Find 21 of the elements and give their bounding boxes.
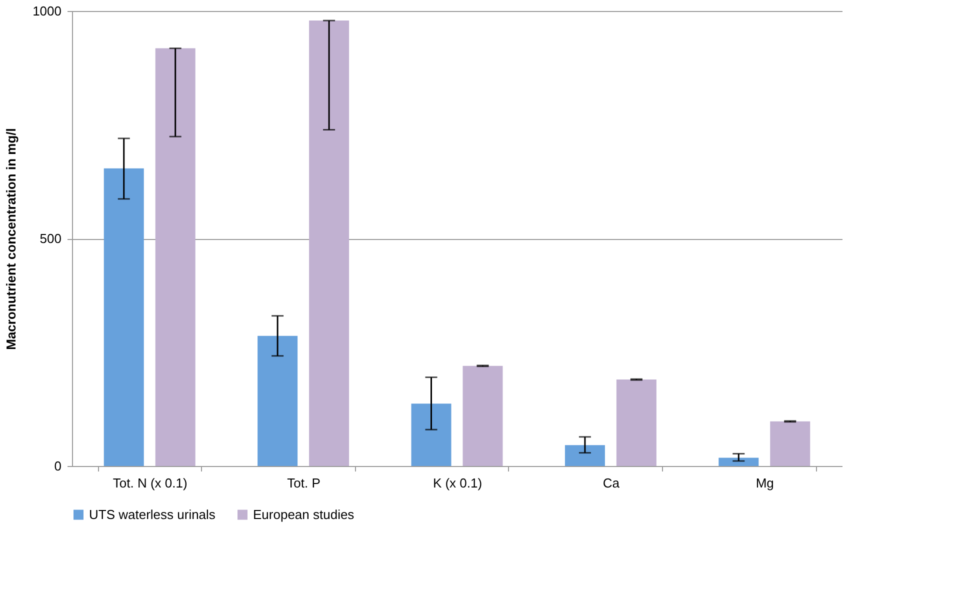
bar — [258, 336, 298, 466]
bar — [104, 168, 144, 466]
y-tick-label: 1000 — [32, 4, 62, 18]
x-tick-label: Tot. P — [287, 476, 320, 490]
bar — [564, 445, 605, 466]
x-tick-label: Mg — [756, 476, 774, 490]
x-tick-label: Ca — [602, 476, 620, 490]
y-tick-label: 500 — [40, 231, 62, 246]
bar — [309, 20, 350, 466]
bar — [155, 48, 196, 466]
y-tick-label: 0 — [54, 458, 62, 474]
legend-label: UTS waterless urinals — [89, 506, 216, 522]
bar — [462, 366, 503, 466]
y-axis-title: Macronutrient concentration in mg/l — [4, 128, 19, 350]
legend-label: European studies — [253, 506, 355, 522]
bar — [411, 404, 452, 466]
bar — [770, 421, 810, 466]
bar — [616, 380, 656, 466]
bar — [718, 458, 759, 466]
x-tick-label: Tot. N (x 0.1) — [112, 476, 188, 490]
x-tick-label: K (x 0.1) — [432, 476, 482, 490]
